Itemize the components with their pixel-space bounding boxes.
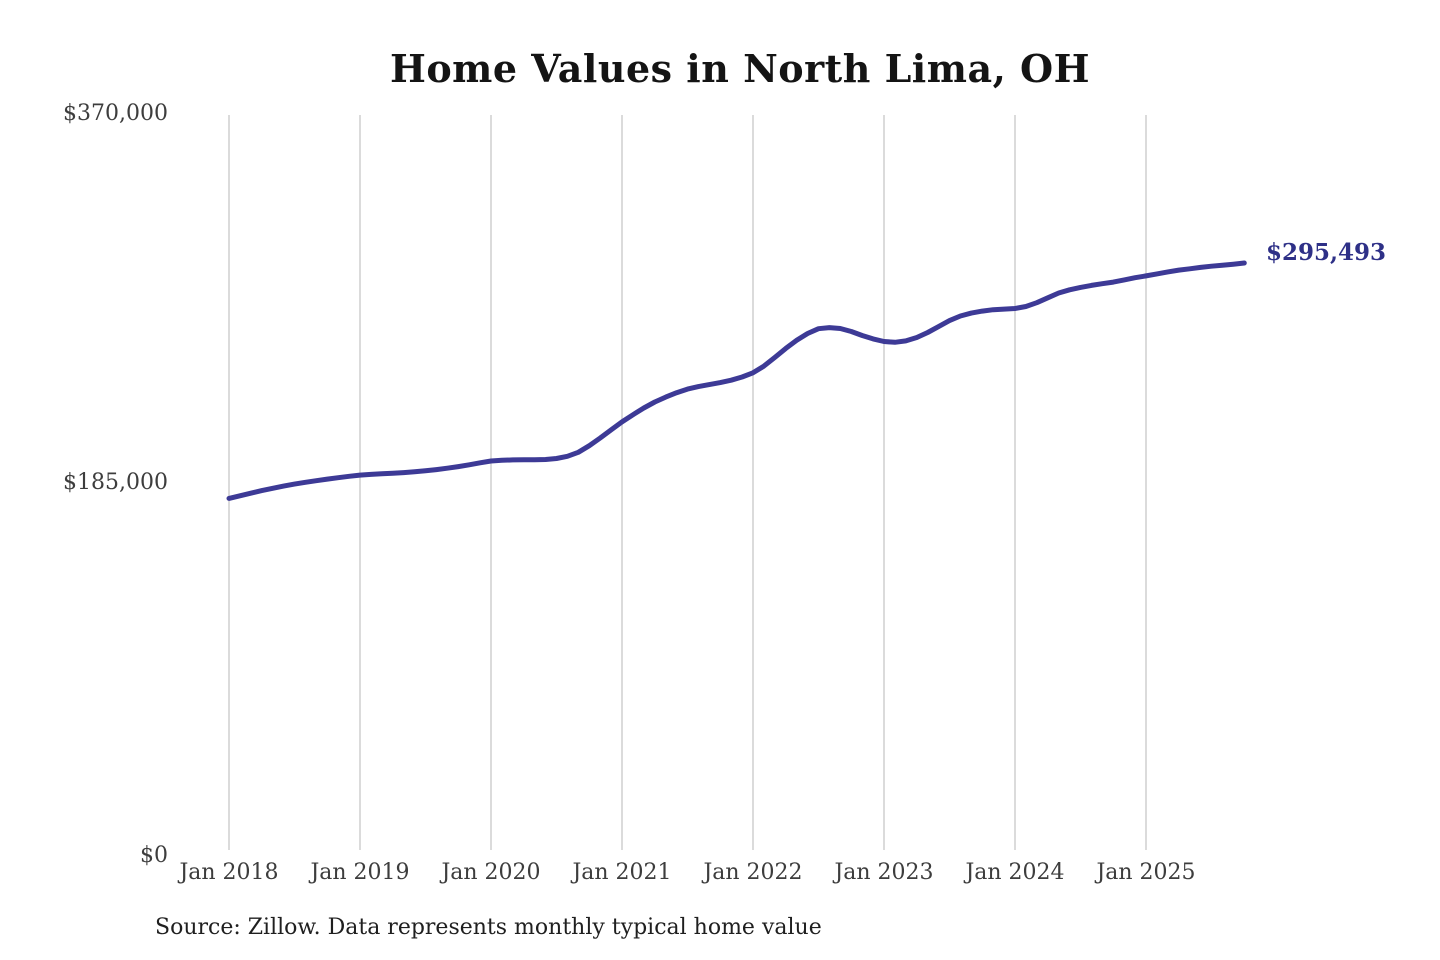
x-axis-tick-label: Jan 2018 (179, 860, 279, 885)
y-axis-tick-label: $185,000 (63, 470, 168, 495)
x-axis-tick-label: Jan 2025 (1096, 860, 1196, 885)
y-axis-tick-label: $0 (140, 843, 168, 868)
x-axis-tick-label: Jan 2024 (965, 860, 1065, 885)
home-value-series-line (226, 260, 1247, 501)
x-axis-tick-label: Jan 2020 (441, 860, 541, 885)
end-value-label: $295,493 (1266, 239, 1387, 266)
chart-title: Home Values in North Lima, OH (389, 46, 1091, 91)
x-axis-tick-label: Jan 2019 (310, 860, 410, 885)
x-axis-tick-label: Jan 2022 (703, 860, 803, 885)
value-line (226, 260, 1247, 501)
gridlines (228, 115, 1147, 850)
x-axis-tick-label: Jan 2021 (572, 860, 672, 885)
y-axis-tick-label: $370,000 (63, 101, 168, 126)
x-axis-tick-label: Jan 2023 (834, 860, 934, 885)
source-note: Source: Zillow. Data represents monthly … (155, 915, 822, 940)
